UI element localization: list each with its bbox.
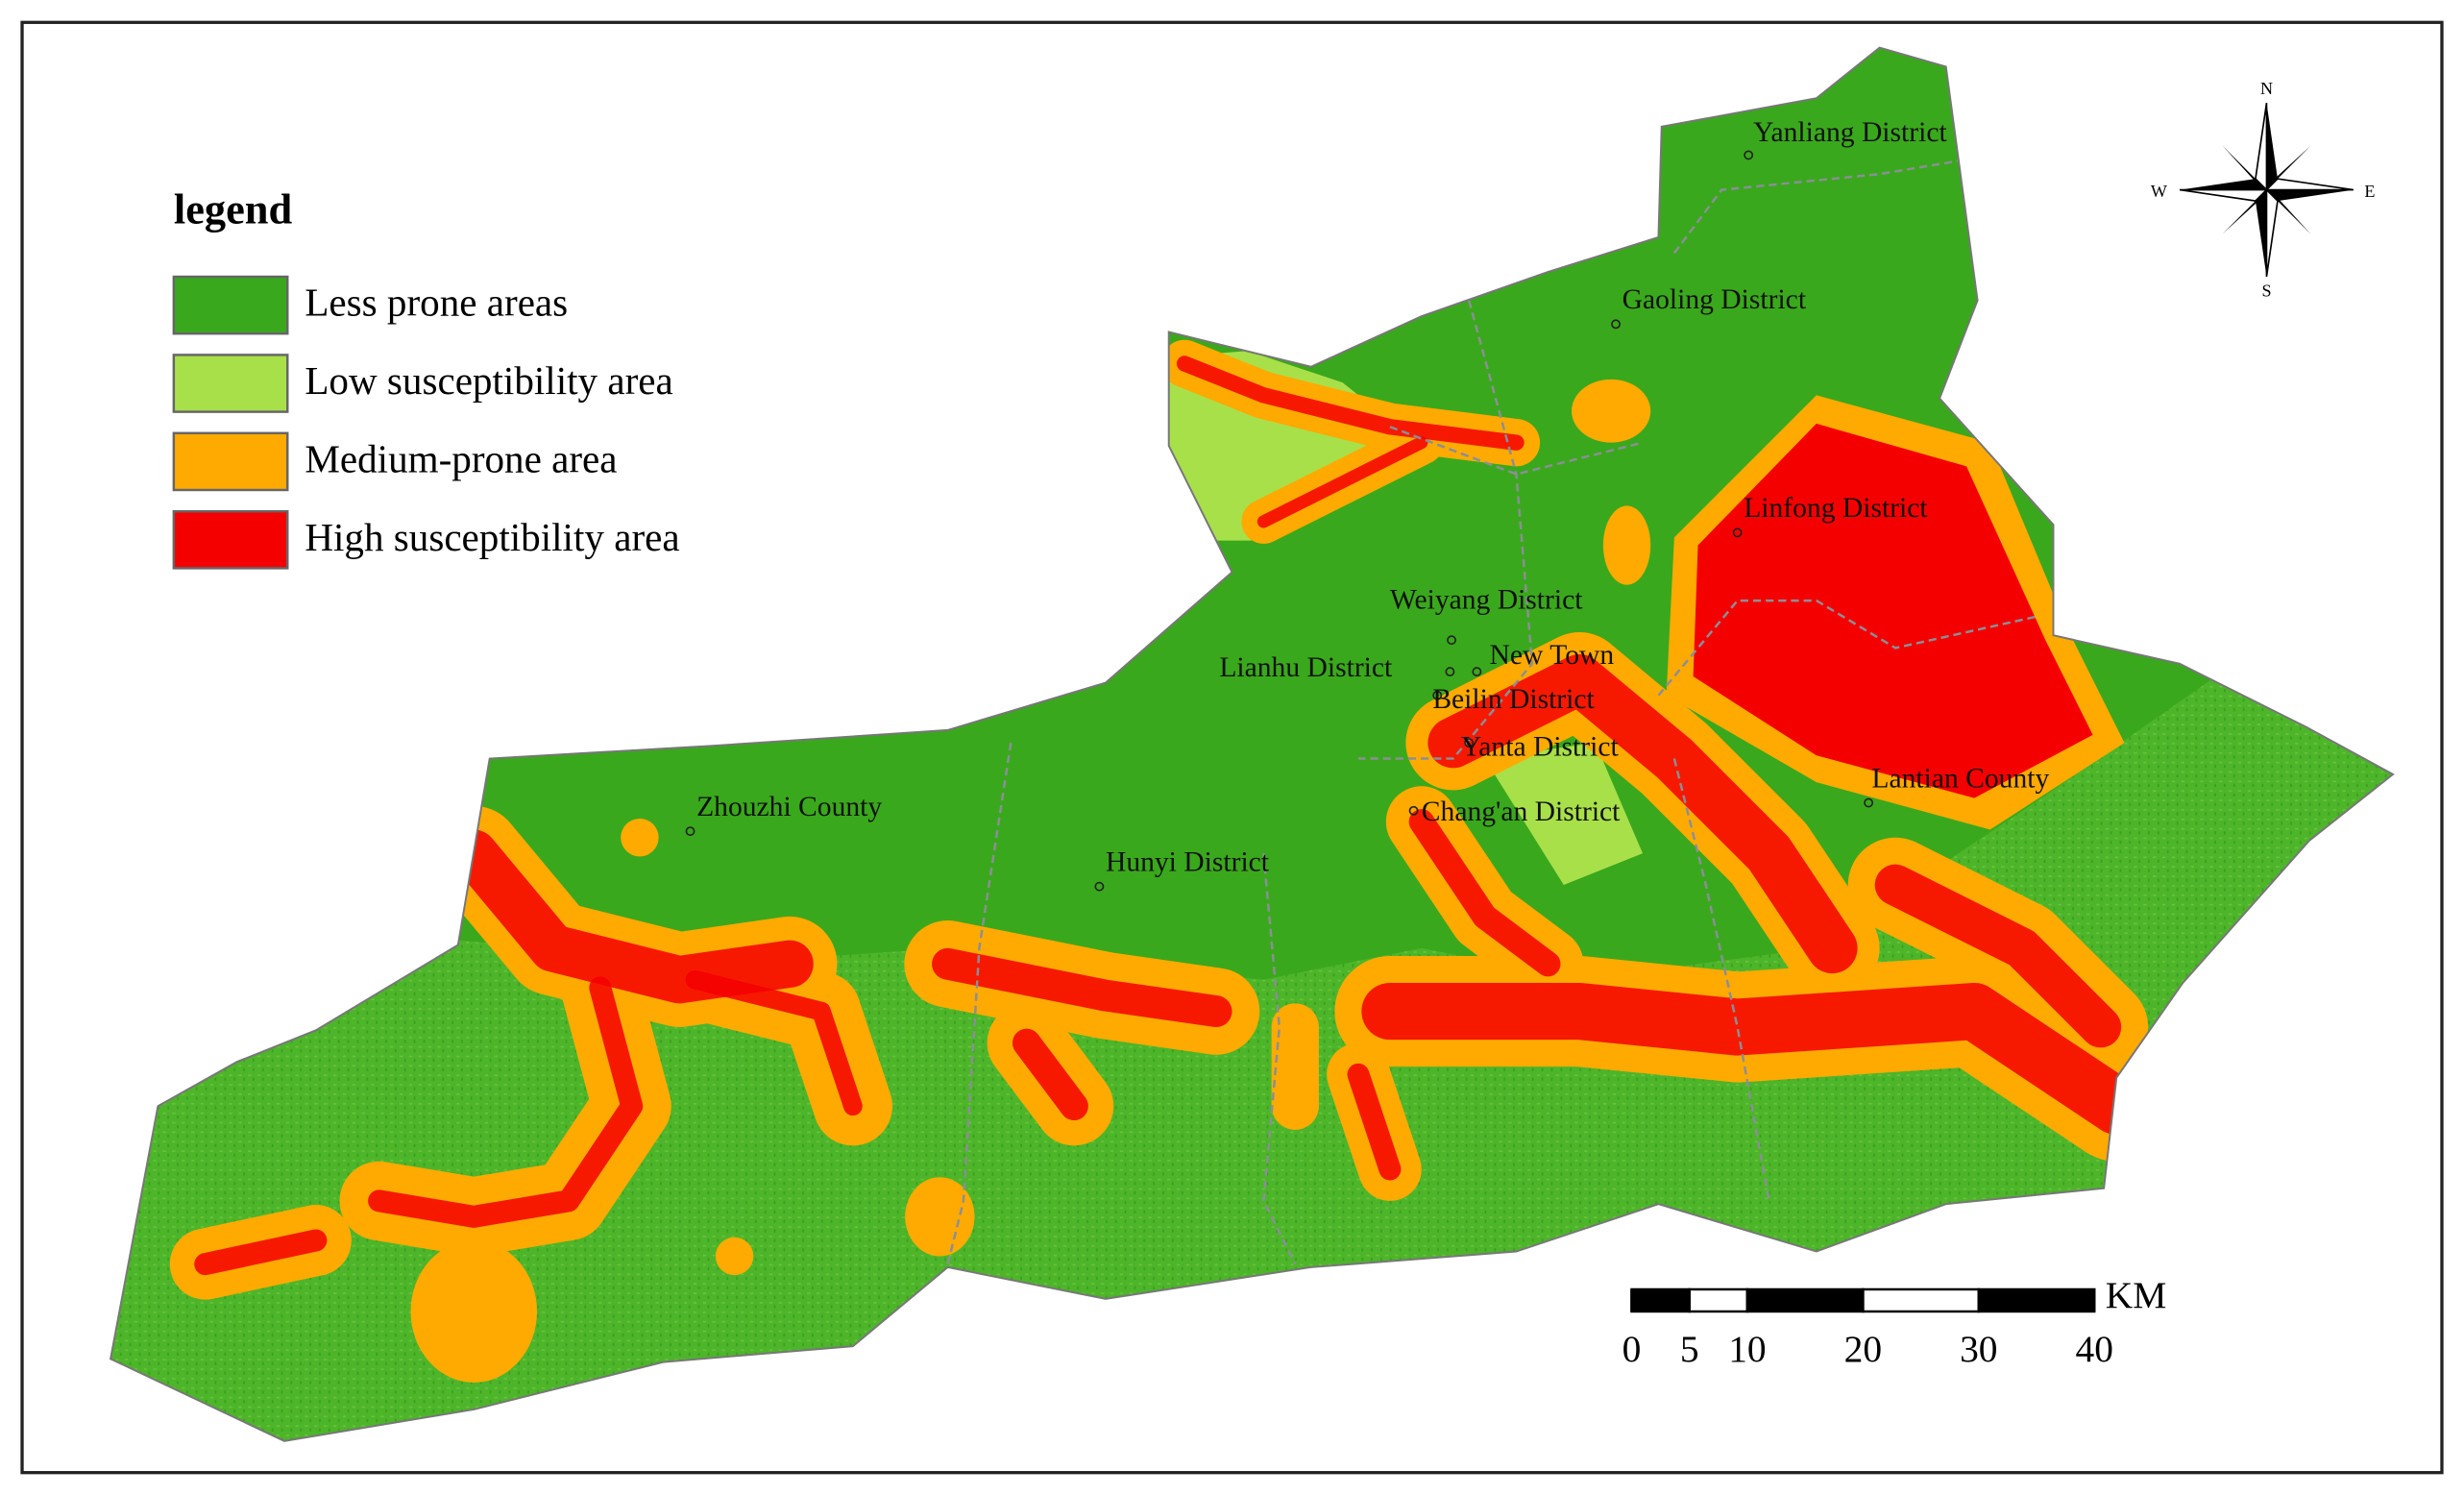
scale-tick-label: 20 (1844, 1328, 1882, 1370)
scale-tick-label: 40 (2076, 1328, 2113, 1370)
high-band (1361, 982, 2145, 1135)
legend-swatch (172, 275, 289, 335)
medium-patch (621, 818, 659, 857)
high-band (685, 969, 863, 1116)
scale-unit: KM (2106, 1274, 2167, 1316)
place-dot (1864, 797, 1874, 808)
high-band (194, 1229, 328, 1276)
high-band (1408, 809, 1561, 977)
place-label: Lantian County (1871, 763, 2049, 794)
scale-segment (1745, 1287, 1865, 1313)
medium-patch (1572, 379, 1651, 443)
map-frame (20, 20, 2444, 1475)
place-dot (1744, 150, 1754, 160)
place-dot (1447, 635, 1456, 646)
place-label: Yanta District (1461, 731, 1620, 762)
high-band (1012, 1028, 1088, 1121)
scale-tick-label: 0 (1622, 1328, 1642, 1370)
legend-label: Low susceptibility area (305, 358, 672, 403)
high-band (1874, 864, 2122, 1048)
place-label: New Town (1490, 640, 1615, 671)
legend-title: legend (174, 184, 293, 233)
legend-swatch (172, 431, 289, 492)
scale-segment (1688, 1287, 1749, 1313)
compass-east: E (2364, 182, 2375, 201)
high-band (450, 829, 814, 1004)
place-label: Gaoling District (1622, 284, 1807, 315)
place-label: Weiyang District (1390, 585, 1583, 616)
district-borders (946, 157, 2038, 1265)
scale-tick-label: 5 (1680, 1328, 1699, 1370)
high-band (1176, 355, 1525, 451)
legend-label: Less prone areas (305, 281, 568, 325)
place-dot (1094, 881, 1105, 892)
place-label: Hunyi District (1106, 846, 1270, 877)
medium-patch (905, 1177, 975, 1257)
scale-segment (1862, 1287, 1981, 1313)
medium-patch (1602, 505, 1651, 585)
compass-south: S (2261, 282, 2271, 301)
legend-label: High susceptibility area (305, 515, 679, 559)
low-zone (1484, 743, 1643, 886)
place-dot (1472, 667, 1482, 677)
high-band (932, 947, 1232, 1028)
place-label: Yanliang District (1753, 117, 1947, 148)
compass: N S E W (2151, 79, 2376, 300)
place-dot (1611, 319, 1621, 330)
place-dot (1408, 805, 1419, 816)
high-band (1256, 436, 1428, 528)
place-labels: Yanliang District Gaoling District Linfong… (685, 117, 2049, 892)
medium-patch (715, 1237, 754, 1276)
place-label: Beilin District (1432, 684, 1595, 715)
place-label: Zhouzhi County (696, 792, 882, 822)
legend-swatch (172, 509, 289, 570)
high-band (1347, 1063, 1402, 1181)
medium-patch (410, 1240, 538, 1383)
place-dot (1432, 690, 1443, 700)
compass-north: N (2260, 79, 2273, 98)
legend-swatch (172, 354, 289, 413)
place-label: Linfong District (1744, 493, 1928, 524)
compass-west: W (2151, 182, 2168, 201)
scale-tick-label: 30 (1960, 1328, 1997, 1370)
scale-segment (1630, 1287, 1691, 1313)
scale-tick-label: 10 (1728, 1328, 1766, 1370)
legend-label: Medium-prone area (305, 436, 617, 480)
place-dot (1445, 667, 1455, 677)
legend: legend Less prone areas Low susceptibilit… (172, 184, 680, 570)
high-zone (1693, 423, 2093, 798)
high-band (368, 976, 644, 1228)
scale-segment (1977, 1287, 2096, 1313)
place-label: Lianhu District (1219, 652, 1393, 683)
place-dot (1464, 738, 1475, 748)
scale-bar: KM 0 5 10 20 30 40 (1622, 1274, 2167, 1370)
place-label: Chang'an District (1422, 797, 1621, 827)
place-dot (1732, 527, 1743, 538)
place-dot (685, 826, 695, 837)
